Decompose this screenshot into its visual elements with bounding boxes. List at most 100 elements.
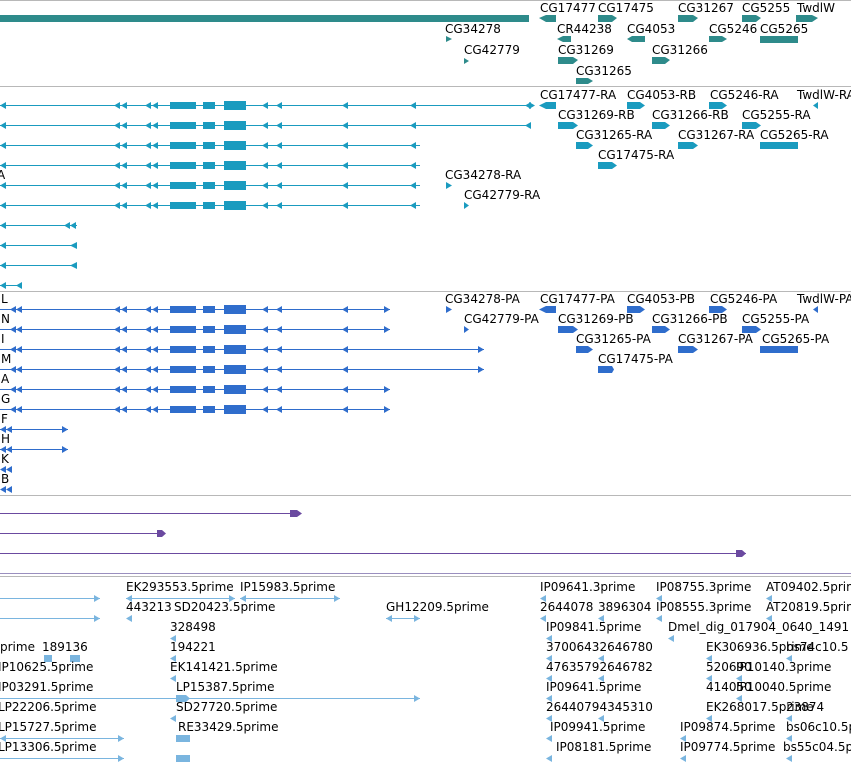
gene-label[interactable]: CG31269 [558,43,614,57]
est-label[interactable]: IP10040.5prime [736,680,832,694]
gene-label[interactable]: TwdlW [797,1,835,15]
protein-label[interactable]: CG5246-PA [710,292,778,306]
est-label[interactable]: Dmel_dig_017904_0640_1491 [668,620,850,634]
est-label[interactable]: 443213 [126,600,172,614]
gene-label[interactable]: CG5255 [742,1,791,15]
est-label[interactable]: IP10140.3prime [736,660,832,674]
flybase-transcript-track: CG17477-RA CG4053-RB CG5246-RA TwdlW-RA … [0,0,851,291]
est-label[interactable]: LP15727.5prime [0,720,97,734]
est-label[interactable]: 2644078 [540,600,594,614]
est-label[interactable]: GH12209.5prime [386,600,489,614]
protein-label[interactable]: CG17477-PA [540,292,615,306]
est-label[interactable]: IP15983.5prime [240,580,336,594]
transcript-feature [627,102,645,109]
transcript-label[interactable]: CG17475-RA [598,148,675,162]
est-label[interactable]: EK293553.5prime [126,580,234,594]
est-label[interactable]: 194221 [170,640,216,654]
transcript-feature [678,142,698,149]
gene-label[interactable]: CG31266 [652,43,708,57]
protein-label[interactable]: CG34278-PA [445,292,520,306]
est-feature [546,715,552,722]
est-label[interactable]: IP09774.5prime [680,740,776,754]
est-label[interactable]: LP15387.5prime [176,680,275,694]
est-label[interactable]: LP13306.5prime [0,740,97,754]
est-label[interactable]: LP22206.5prime [0,700,97,714]
flybase-transcript-features[interactable] [0,0,851,291]
gene-label[interactable]: CR44238 [557,22,612,36]
est-label[interactable]: bs55c04.5prime [783,740,851,754]
gene-label[interactable]: CG31265 [576,64,632,78]
transcript-label[interactable]: CG5246-RA [710,88,779,102]
protein-label[interactable]: CG31267-PA [678,332,753,346]
protein-label[interactable]: TwdlW-PA [797,292,851,306]
est-label[interactable]: bs06c10.5prime [786,720,851,734]
gene-label[interactable]: CG4053 [627,22,676,36]
protein-label[interactable]: CG31266-PB [652,312,728,326]
gene-label[interactable]: CG5265 [760,22,809,36]
gene-label[interactable]: CG42779 [464,43,520,57]
transcript-label[interactable]: TwdlW-RA [797,88,851,102]
est-label[interactable]: IP09641.5prime [546,680,642,694]
est-label[interactable]: SD20423.5prime [174,600,276,614]
transcript-label[interactable]: CG5255-RA [742,108,811,122]
est-label[interactable]: 328498 [170,620,216,634]
protein-exons [10,385,390,394]
est-label[interactable]: IP03291.5prime [0,680,94,694]
est-feature [118,735,124,742]
transcript-feature [446,182,452,189]
refseq-transcript-features[interactable] [0,0,851,495]
gene-track-features[interactable] [0,0,851,86]
est-label[interactable]: IP10625.5prime [0,660,94,674]
transcript-label[interactable]: CG5265-RA [760,128,829,142]
transcript-label[interactable]: CG31265-RA [576,128,653,142]
transcript-label[interactable]: CG4053-RB [627,88,697,102]
est-label[interactable]: IP08181.5prime [556,740,652,754]
est-label[interactable]: 23874 [786,700,825,714]
protein-label[interactable]: CG4053-PB [627,292,696,306]
protein-label[interactable]: CG31265-PA [576,332,651,346]
transcript-label[interactable]: CG17477-RA [540,88,617,102]
est-label[interactable]: 37006432646780 [546,640,653,654]
est-label[interactable]: IP08755.3prime [656,580,752,594]
transcript-label[interactable]: CG34278-RA [445,168,522,182]
est-label[interactable]: IP09941.5prime [550,720,646,734]
transcript-label[interactable]: CG42779-RA [464,188,541,202]
protein-label[interactable]: CG17475-PA [598,352,673,366]
est-label[interactable]: EK268017.5prime [706,700,814,714]
est-label[interactable]: EK141421.5prime [170,660,278,674]
track-separator [0,495,851,496]
est-label[interactable]: 47635792646782 [546,660,653,674]
est-label[interactable]: 26440794345310 [546,700,653,714]
transcript-label[interactable]: CG31269-RB [558,108,635,122]
gene-label[interactable]: CG17475 [598,1,654,15]
gene-label[interactable]: CG31267 [678,1,734,15]
est-label[interactable]: bs74c10.5 [786,640,849,654]
est-label[interactable]: 189136 [42,640,88,654]
est-label[interactable]: AT09402.5prime [766,580,851,594]
gene-label[interactable]: CG34278 [445,22,501,36]
est-label[interactable]: IP09841.5prime [546,620,642,634]
est-label[interactable]: SD27720.5prime [176,700,278,714]
protein-label[interactable]: CG5265-PA [762,332,830,346]
est-label[interactable]: IP08555.3prime [656,600,752,614]
protein-label[interactable]: CG31269-PB [558,312,634,326]
est-label[interactable]: prime [0,640,35,654]
est-feature [706,655,712,662]
est-feature [736,675,742,682]
est-label[interactable]: RE33429.5prime [178,720,279,734]
gene-label[interactable]: CG17477 [540,1,596,15]
est-label[interactable]: EK306936.5prime [706,640,814,654]
protein-label[interactable]: CG42779-PA [464,312,539,326]
transcript-label[interactable]: CG31267-RA [678,128,755,142]
transcript-label[interactable]: CG31266-RB [652,108,729,122]
est-label[interactable]: 520690 [706,660,752,674]
protein-label[interactable]: CG5255-PA [742,312,810,326]
est-label[interactable]: AT20819.5prime [766,600,851,614]
est-label[interactable]: IP09874.5prime [680,720,776,734]
est-label[interactable]: 3896304 [598,600,652,614]
est-label[interactable]: 414050 [706,680,752,694]
purple-features[interactable] [0,0,851,573]
est-label[interactable]: IP09641.3prime [540,580,636,594]
gene-label[interactable]: CG5246 [709,22,758,36]
